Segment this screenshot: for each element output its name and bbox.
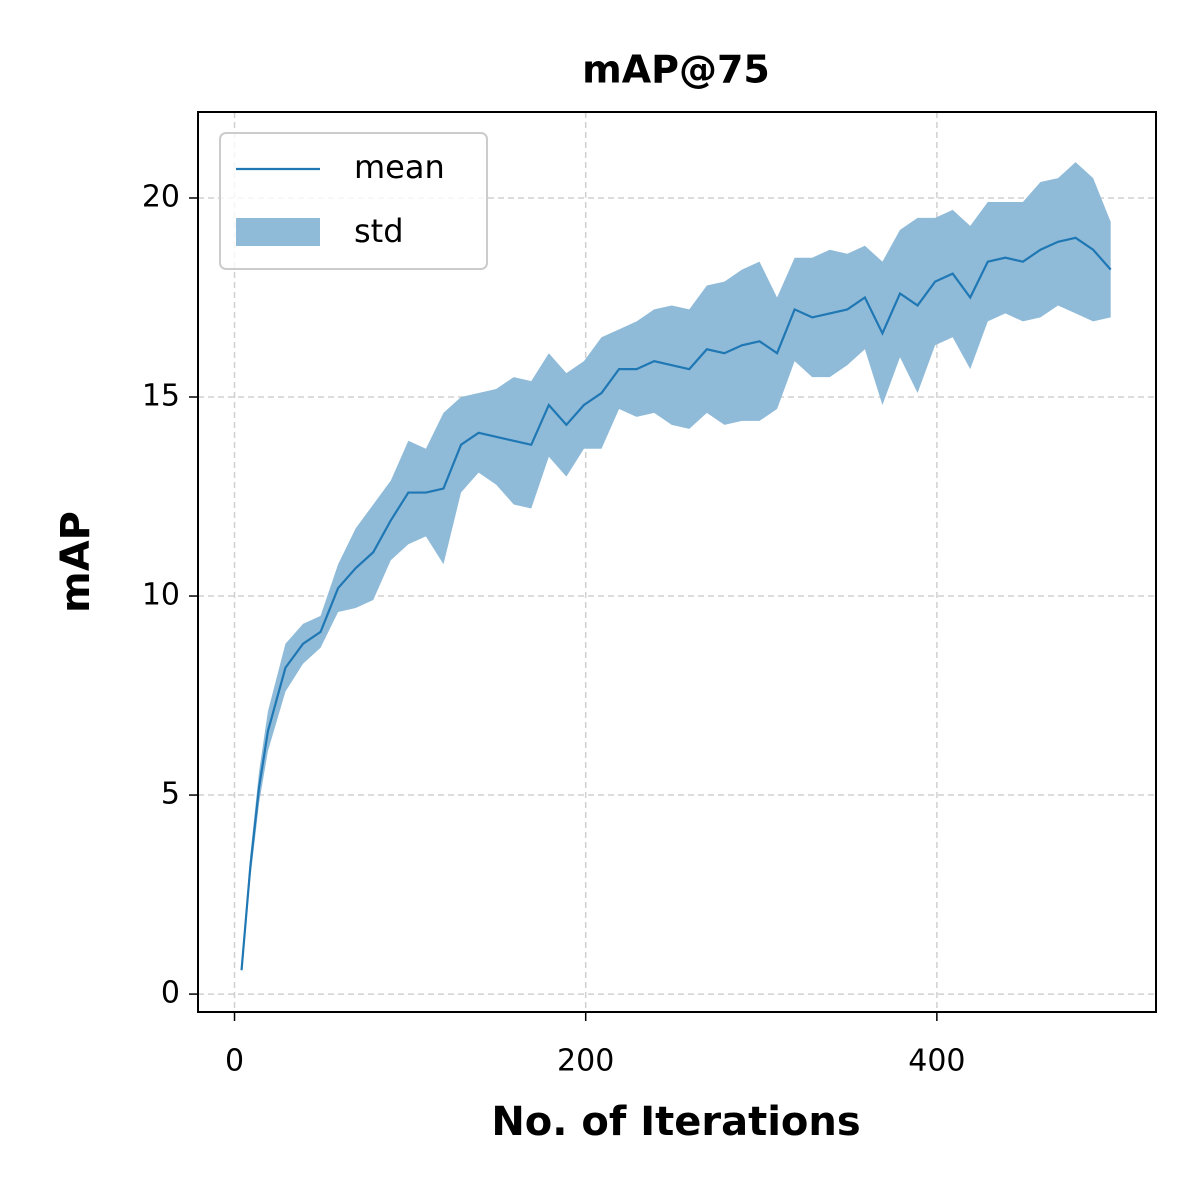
x-axis-label: No. of Iterations [491,1099,860,1145]
y-axis-label: mAP [53,511,99,613]
y-tick-label: 5 [161,777,180,812]
std-band [241,162,1111,973]
legend-label: std [354,212,404,250]
y-tick-label: 0 [161,976,180,1011]
x-tick-label: 400 [908,1044,965,1079]
plot-frame [197,111,1157,1013]
y-tick-label: 20 [142,179,180,214]
legend-label: mean [354,148,445,186]
x-tick-label: 0 [225,1044,244,1079]
mean-line [240,236,1112,971]
legend-patch [236,218,320,246]
y-tick-label: 10 [142,578,180,613]
x-tick-label: 200 [557,1044,614,1079]
chart-title: mAP@75 [582,48,770,92]
y-tick-label: 15 [142,379,180,414]
